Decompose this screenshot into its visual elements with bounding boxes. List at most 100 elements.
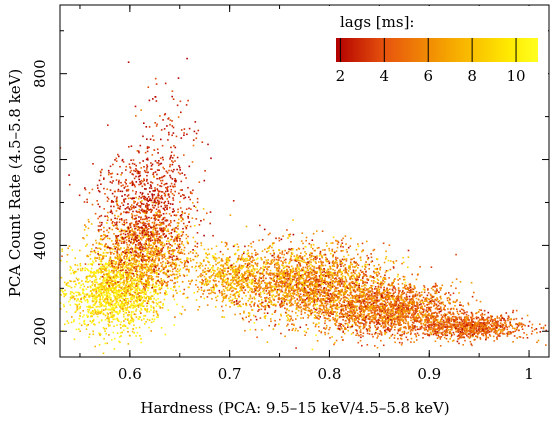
scatter-point (120, 218, 123, 220)
scatter-point (184, 212, 186, 214)
scatter-point (143, 250, 145, 253)
scatter-point (137, 247, 140, 250)
scatter-point (140, 244, 143, 247)
scatter-point (124, 208, 127, 210)
scatter-point (138, 216, 140, 218)
scatter-point (104, 262, 107, 265)
scatter-point (114, 247, 116, 250)
scatter-point (78, 300, 81, 303)
scatter-point (118, 269, 120, 272)
scatter-point (89, 294, 91, 296)
scatter-point (83, 320, 85, 323)
scatter-point (227, 270, 229, 272)
scatter-point (239, 286, 241, 288)
scatter-point (163, 183, 165, 186)
scatter-point (207, 143, 209, 146)
scatter-point (251, 278, 254, 281)
scatter-point (164, 204, 166, 207)
scatter-point (229, 268, 232, 271)
scatter-point (111, 192, 114, 195)
scatter-point (157, 247, 160, 249)
scatter-point (146, 266, 148, 268)
scatter-point (159, 224, 162, 227)
scatter-point (68, 280, 71, 282)
scatter-point (212, 284, 215, 286)
scatter-point (195, 132, 198, 135)
scatter-point (122, 263, 124, 266)
scatter-point (62, 291, 64, 293)
scatter-point (162, 223, 165, 225)
scatter-point (94, 275, 97, 277)
scatter-point (232, 262, 235, 265)
scatter-point (79, 315, 81, 317)
scatter-point (146, 178, 148, 181)
scatter-point (189, 283, 191, 285)
scatter-point (107, 263, 109, 265)
scatter-point (110, 176, 113, 178)
scatter-point (127, 278, 129, 280)
scatter-point (191, 161, 194, 163)
scatter-point (105, 291, 108, 293)
scatter-point (238, 301, 240, 303)
scatter-point (121, 190, 124, 193)
scatter-point (213, 280, 216, 283)
scatter-point (135, 265, 138, 268)
scatter-point (165, 225, 168, 228)
scatter-point (126, 298, 128, 300)
scatter-point (349, 265, 351, 267)
scatter-point (203, 275, 206, 278)
scatter-point (85, 280, 87, 283)
scatter-point (142, 285, 145, 288)
scatter-point (118, 296, 121, 298)
scatter-point (143, 271, 146, 274)
scatter-point (214, 292, 216, 294)
scatter-point (98, 205, 101, 208)
scatter-point (298, 268, 300, 270)
scatter-point (183, 154, 185, 156)
scatter-point (146, 202, 148, 205)
scatter-point (233, 282, 235, 285)
scatter-point (314, 283, 316, 285)
scatter-point (135, 279, 137, 282)
scatter-point (133, 332, 135, 334)
scatter-point (127, 314, 129, 317)
scatter-point (86, 275, 89, 277)
scatter-point (153, 242, 155, 245)
scatter-point (260, 272, 263, 275)
scatter-point (97, 203, 99, 206)
scatter-point (218, 256, 220, 259)
scatter-point (304, 273, 306, 275)
scatter-point (266, 247, 269, 250)
scatter-point (86, 234, 88, 237)
scatter-point (146, 147, 149, 150)
scatter-point (157, 216, 159, 218)
scatter-point (201, 274, 204, 277)
scatter-point (361, 285, 363, 288)
scatter-point (148, 146, 150, 149)
scatter-point (204, 170, 206, 172)
scatter-point (110, 316, 112, 318)
scatter-point (169, 119, 172, 121)
scatter-point (113, 294, 115, 297)
scatter-point (74, 271, 77, 273)
scatter-point (243, 281, 246, 284)
scatter-point (206, 270, 209, 272)
scatter-point (141, 218, 144, 221)
scatter-point (194, 255, 197, 258)
scatter-point (117, 265, 120, 267)
scatter-point (107, 313, 109, 315)
scatter-point (161, 237, 163, 239)
scatter-point (138, 260, 140, 263)
scatter-point (102, 292, 105, 294)
scatter-point (140, 258, 143, 261)
scatter-point (307, 314, 309, 316)
scatter-point (232, 301, 235, 304)
scatter-point (163, 168, 165, 170)
scatter-point (245, 272, 247, 275)
scatter-point (144, 184, 146, 186)
scatter-point (98, 258, 101, 260)
scatter-point (334, 293, 337, 296)
scatter-point (117, 247, 119, 249)
scatter-point (127, 318, 129, 320)
scatter-point (146, 311, 148, 313)
